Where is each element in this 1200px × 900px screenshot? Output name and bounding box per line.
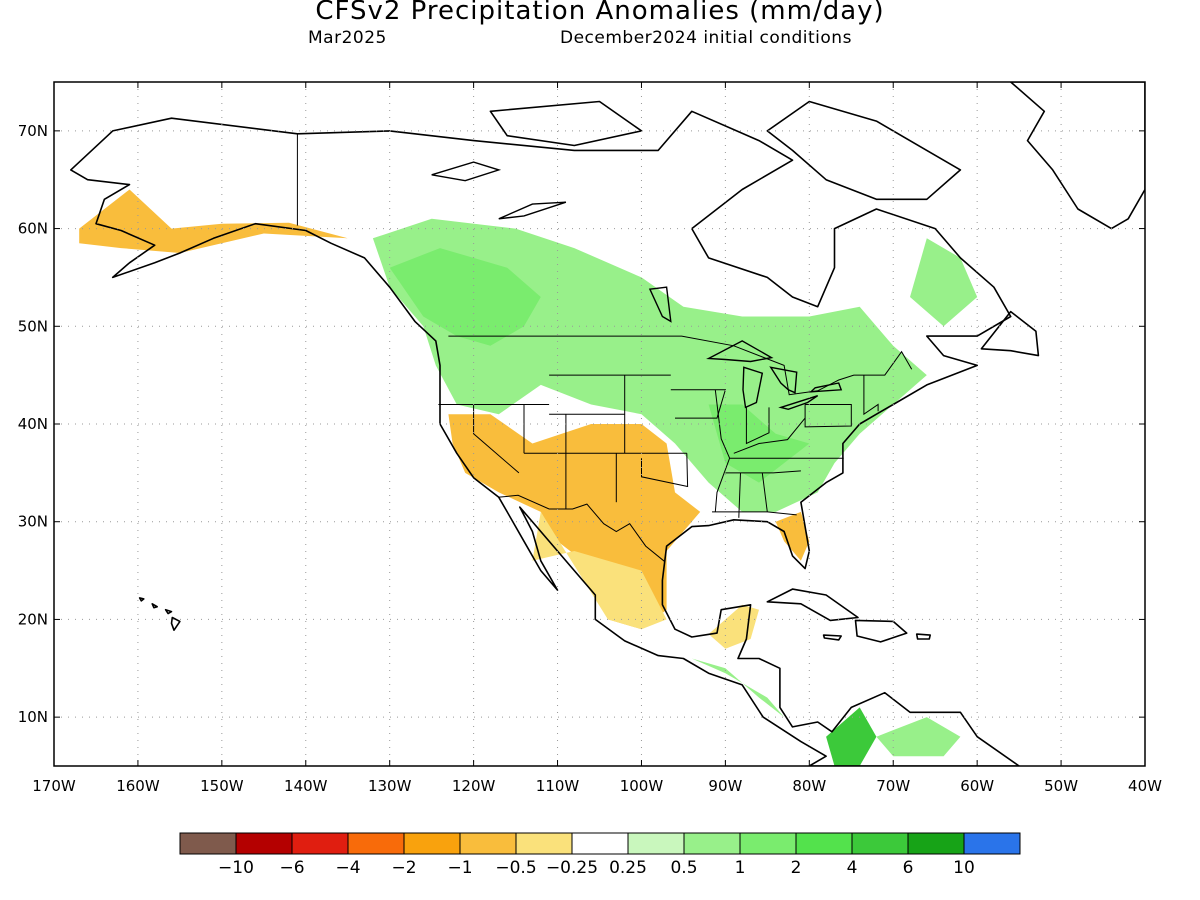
lon-label: 70W <box>876 777 910 795</box>
colorbar-label: 4 <box>847 858 858 878</box>
colorbar-label: 6 <box>903 858 914 878</box>
labrador-wet-region <box>910 238 978 327</box>
valid-month-label: Mar2025 <box>308 28 387 48</box>
hawaii-kauai-outline <box>138 597 145 602</box>
colorbar-label: −1 <box>447 858 472 878</box>
colorbar-label: −0.5 <box>495 858 536 878</box>
north-america-outline <box>70 110 1020 766</box>
hawaii-oahu-outline <box>151 602 158 609</box>
colorbar-swatch <box>963 832 1021 855</box>
colorbar-label: −0.25 <box>546 858 598 878</box>
venezuela-wet-region <box>876 717 961 757</box>
colorbar-swatch <box>459 832 517 855</box>
colorbar-swatch <box>179 832 237 855</box>
colorbar-legend: −10 −6 −4 −2 −1 −0.5 −0.25 0.25 0.5 1 2 4 6 10 <box>179 832 1021 878</box>
greenland-outline <box>1009 82 1145 230</box>
lon-label: 80W <box>792 777 826 795</box>
colorbar-swatch <box>851 832 909 855</box>
hawaii-maui-outline <box>164 608 173 615</box>
us-mexico-border <box>497 494 666 563</box>
state-line-indiana-ohio <box>745 407 770 445</box>
great-slave-lake-outline <box>498 201 567 220</box>
lon-label: 150W <box>200 777 244 795</box>
initial-conditions-label: December2024 initial conditions <box>560 28 852 48</box>
lat-label: 20N <box>18 610 48 628</box>
lon-label: 110W <box>536 777 580 795</box>
colorbar-swatch <box>739 832 797 855</box>
colorbar-label: 1 <box>735 858 746 878</box>
colorbar-label: −6 <box>279 858 304 878</box>
state-line-pennsylvania <box>804 404 852 428</box>
alaska-south-coast-region <box>79 189 348 253</box>
lake-ontario-outline <box>809 382 843 393</box>
hawaii-big-island-outline <box>170 616 181 632</box>
lon-label: 90W <box>708 777 742 795</box>
colorbar-swatch <box>235 832 293 855</box>
lon-label: 130W <box>368 777 412 795</box>
lon-label: 50W <box>1044 777 1078 795</box>
lake-huron-outline <box>769 366 798 394</box>
lat-label: 40N <box>18 415 48 433</box>
lon-label: 40W <box>1128 777 1162 795</box>
colorbar-swatch <box>291 832 349 855</box>
lat-label: 60N <box>18 220 48 238</box>
state-line-georgia <box>761 472 768 512</box>
colorbar-swatch <box>571 832 629 855</box>
sw-us-light-dry-region <box>532 511 667 630</box>
colorbar-swatch <box>795 832 853 855</box>
victoria-island-outline <box>489 100 643 147</box>
colorbar-swatch <box>627 832 685 855</box>
colorbar-swatch <box>907 832 965 855</box>
jamaica-outline <box>822 634 843 641</box>
lat-label: 10N <box>18 708 48 726</box>
colorbar-swatch <box>347 832 405 855</box>
lon-label: 60W <box>960 777 994 795</box>
axis-labels: 70N 60N 50N 40N 30N 20N 10N 170W 160W 150W 140W 130… <box>18 82 1162 795</box>
lake-winnipeg-outline <box>648 286 672 323</box>
canada-west-wet-core-region <box>389 248 541 346</box>
lon-label: 140W <box>284 777 328 795</box>
hispaniola-outline <box>854 619 908 643</box>
lon-label: 100W <box>620 777 664 795</box>
lat-label: 30N <box>18 513 48 531</box>
colorbar-label: 2 <box>791 858 802 878</box>
lake-superior-outline <box>706 340 774 363</box>
great-bear-lake-outline <box>431 161 502 182</box>
lat-label: 50N <box>18 317 48 335</box>
lon-label: 160W <box>116 777 160 795</box>
colorbar-label: −10 <box>218 858 254 878</box>
state-line-new-england <box>863 375 879 416</box>
map-title: CFSv2 Precipitation Anomalies (mm/day) <box>315 0 885 26</box>
us-canada-border <box>448 335 913 396</box>
lake-erie-outline <box>778 395 819 411</box>
colombia-wet-region <box>826 707 877 766</box>
state-line-ohio-river <box>733 417 806 454</box>
colorbar-swatch <box>515 832 573 855</box>
cuba-outline <box>766 588 859 622</box>
state-line-nevada-ca <box>473 404 520 474</box>
coastline-layer <box>70 82 1145 766</box>
newfoundland-outline <box>980 310 1040 357</box>
colorbar-label: 10 <box>953 858 975 878</box>
lon-label: 170W <box>32 777 76 795</box>
colorbar-label: 0.5 <box>670 858 697 878</box>
lon-label: 120W <box>452 777 496 795</box>
state-line-alabama <box>738 472 741 518</box>
state-line-35n <box>725 470 801 474</box>
lake-michigan-outline <box>742 366 764 409</box>
florida-dry-region <box>775 511 810 561</box>
baffin-island-outline <box>766 100 962 201</box>
colorbar-label: −4 <box>335 858 360 878</box>
puerto-rico-outline <box>915 633 932 640</box>
colorbar-label: −2 <box>391 858 416 878</box>
lat-label: 70N <box>18 122 48 140</box>
colorbar-swatch <box>403 832 461 855</box>
colorbar-swatch <box>683 832 741 855</box>
state-line-iowa-missouri <box>670 389 727 419</box>
colorbar-label: 0.25 <box>609 858 647 878</box>
